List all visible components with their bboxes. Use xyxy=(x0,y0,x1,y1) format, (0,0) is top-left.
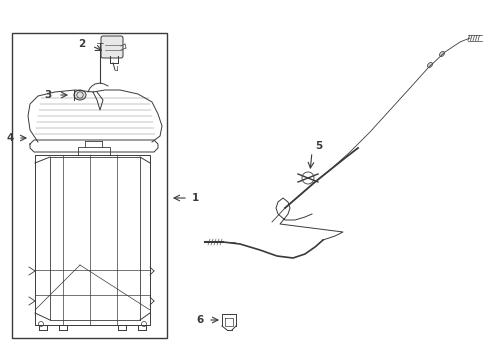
FancyBboxPatch shape xyxy=(101,36,123,58)
Text: 1: 1 xyxy=(192,193,199,203)
Text: 6: 6 xyxy=(196,315,203,325)
Ellipse shape xyxy=(74,90,86,100)
Ellipse shape xyxy=(439,51,444,57)
Text: 5: 5 xyxy=(314,141,322,151)
Text: 4: 4 xyxy=(6,133,14,143)
Ellipse shape xyxy=(427,62,432,68)
Text: 3: 3 xyxy=(44,90,52,100)
Text: 2: 2 xyxy=(78,39,85,49)
Bar xyxy=(12,33,167,338)
